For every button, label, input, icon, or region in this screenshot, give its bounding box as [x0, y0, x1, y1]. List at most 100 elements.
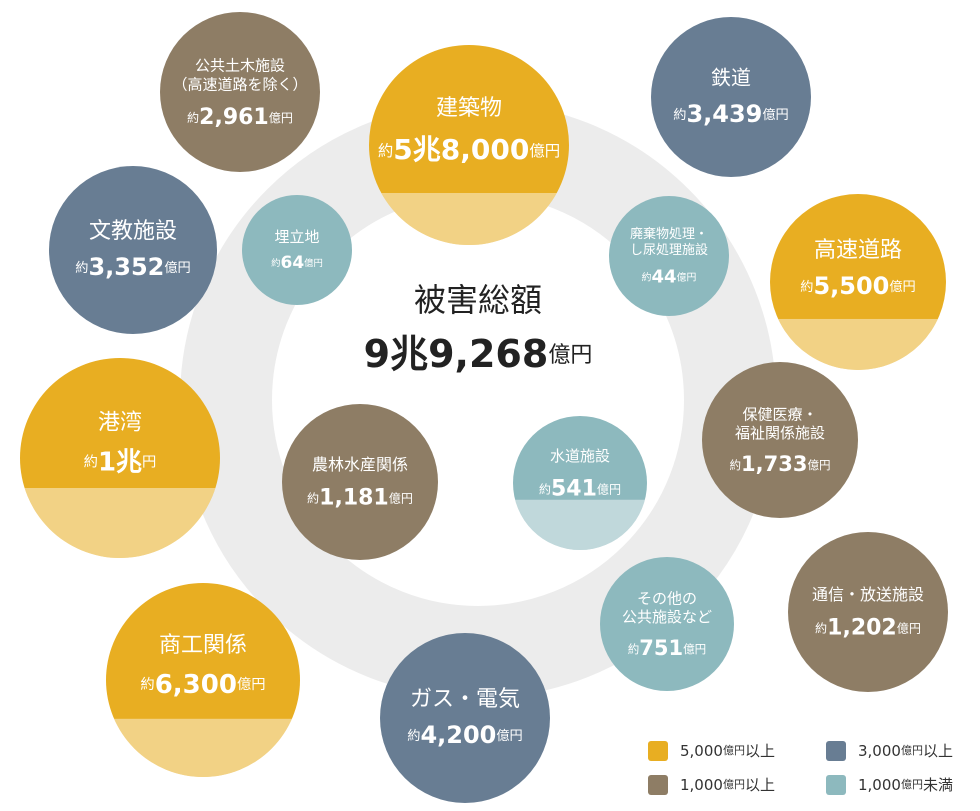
- node-name: 鉄道: [711, 66, 751, 90]
- node-circle: [788, 532, 948, 692]
- amount-number: 64: [280, 253, 304, 273]
- node-name: 福祉関係施設: [735, 424, 825, 442]
- amount-unit: 億円: [237, 676, 266, 693]
- amount-prefix: 約: [75, 260, 88, 276]
- legend-swatch: [648, 741, 668, 761]
- amount-prefix: 約: [378, 142, 393, 160]
- amount-number: 3,439: [686, 100, 762, 128]
- node-amount: 約3,352億円: [75, 253, 190, 281]
- amount-unit: 億円: [496, 728, 522, 744]
- legend-suffix: 以上: [745, 776, 775, 794]
- node-amount: 約1,181億円: [307, 486, 413, 511]
- node-amount: 約1兆円: [84, 447, 157, 477]
- node-name: 商工関係: [159, 633, 247, 658]
- amount-unit: 億円: [597, 482, 621, 496]
- node-name: （高速道路を除く）: [172, 75, 307, 93]
- node-circle: [369, 45, 569, 245]
- amount-prefix: 約: [729, 458, 741, 472]
- node-amount: 約5兆8,000億円: [378, 133, 560, 166]
- amount-unit: 億円: [677, 271, 697, 284]
- node-circle: [600, 557, 734, 691]
- legend-amount: 5,000: [680, 742, 723, 760]
- amount-unit: 億円: [164, 260, 190, 276]
- node-circle: [106, 583, 300, 777]
- node-name: し尿処理施設: [630, 242, 708, 258]
- amount-prefix: 約: [815, 620, 827, 635]
- legend-unit: 億円: [901, 744, 923, 757]
- node-name: 埋立地: [274, 228, 319, 246]
- node-band: [20, 488, 220, 558]
- node-name: 保健医療・: [742, 405, 817, 423]
- node-name: 水道施設: [550, 447, 610, 465]
- amount-unit: 億円: [762, 107, 788, 123]
- amount-prefix: 約: [642, 271, 652, 284]
- node-circle: [49, 166, 217, 334]
- legend-swatch: [826, 775, 846, 795]
- amount-unit: 円: [142, 455, 156, 471]
- node-name: 公共土木施設: [195, 57, 285, 75]
- node-circle: [380, 633, 550, 803]
- node-name: 文教施設: [89, 219, 177, 244]
- node-amount: 約5,500億円: [800, 272, 915, 300]
- node-circle: [20, 358, 220, 558]
- amount-number: 44: [652, 267, 677, 288]
- amount-number: 541: [551, 476, 597, 501]
- node-amount: 約44億円: [642, 267, 697, 288]
- node-amount: 約6,300億円: [140, 669, 265, 699]
- amount-unit: 億円: [807, 458, 830, 472]
- amount-number: 1,733: [741, 452, 807, 476]
- node-amount: 約4,200億円: [407, 721, 522, 749]
- node-circle: [242, 195, 352, 305]
- amount-number: 5兆8,000: [393, 133, 529, 166]
- node-name: ガス・電気: [410, 687, 520, 712]
- legend-label: 3,000億円以上: [858, 742, 953, 760]
- node-name: 公共施設など: [622, 608, 712, 626]
- amount-number: 1,181: [319, 486, 389, 511]
- legend-label: 1,000億円未満: [858, 776, 953, 794]
- node-amount: 約64億円: [271, 253, 323, 273]
- legend-label: 1,000億円以上: [680, 776, 775, 794]
- amount-prefix: 約: [140, 676, 154, 693]
- node-name: 港湾: [98, 411, 142, 436]
- node-circle: [282, 404, 438, 560]
- node-amount: 約3,439億円: [673, 100, 788, 128]
- amount-unit: 億円: [529, 142, 560, 160]
- node-circle: [609, 196, 729, 316]
- node-amount: 約1,733億円: [729, 452, 830, 476]
- legend-unit: 億円: [723, 744, 745, 757]
- node-band: [369, 193, 569, 245]
- node-name: 高速道路: [814, 238, 902, 263]
- node-name: 農林水産関係: [312, 455, 408, 474]
- legend-amount: 3,000: [858, 742, 901, 760]
- node-circle: [513, 416, 647, 550]
- amount-unit: 億円: [304, 256, 323, 268]
- amount-unit: 億円: [389, 491, 413, 505]
- amount-prefix: 約: [84, 454, 98, 471]
- node-circle: [160, 12, 320, 172]
- amount-unit: 億円: [897, 621, 921, 635]
- amount-number: 1兆: [98, 447, 142, 477]
- amount-prefix: 約: [800, 279, 813, 295]
- center-number: 9兆9,268: [364, 332, 549, 376]
- node-band: [106, 718, 300, 777]
- node-circle: [702, 362, 858, 518]
- amount-prefix: 約: [673, 107, 686, 123]
- center-title: 被害総額: [414, 281, 542, 319]
- amount-number: 1,202: [827, 616, 897, 641]
- node-name: 建築物: [436, 96, 502, 121]
- amount-prefix: 約: [271, 256, 280, 268]
- legend-amount: 1,000: [680, 776, 723, 794]
- amount-number: 5,500: [813, 272, 889, 300]
- amount-prefix: 約: [407, 728, 420, 744]
- node-circle: [651, 17, 811, 177]
- node-name: 廃棄物処理・: [630, 226, 708, 242]
- node-amount: 約1,202億円: [815, 616, 921, 641]
- legend-suffix: 未満: [923, 776, 953, 794]
- amount-number: 2,961: [199, 105, 269, 130]
- legend-amount: 1,000: [858, 776, 901, 794]
- amount-number: 4,200: [420, 721, 496, 749]
- legend-unit: 億円: [723, 778, 745, 791]
- center-amount: 9兆9,268億円: [364, 332, 593, 376]
- node-name: その他の: [637, 589, 697, 607]
- amount-unit: 億円: [683, 642, 706, 656]
